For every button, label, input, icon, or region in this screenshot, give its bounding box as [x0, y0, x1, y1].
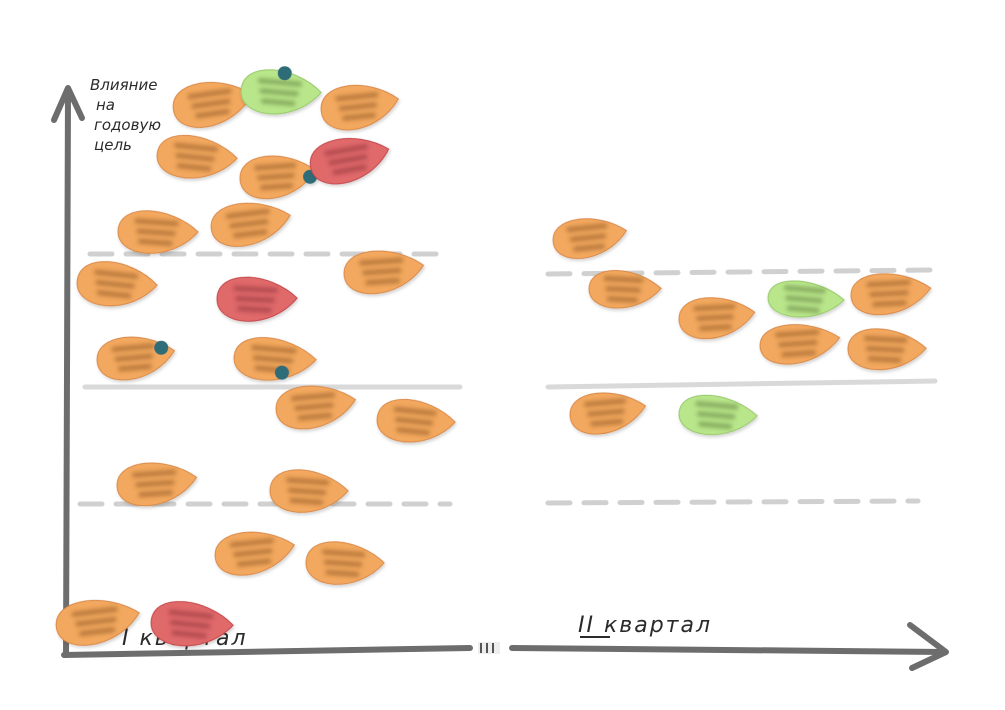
blurred-text: [174, 142, 219, 172]
sticky-note: [76, 261, 158, 307]
blurred-text: [187, 88, 232, 119]
sticky-note: [759, 324, 841, 365]
blurred-text: [168, 609, 214, 639]
blurred-text: [603, 275, 644, 303]
blurred-text: [132, 469, 177, 498]
sticky-note: [117, 210, 199, 254]
blurred-text: [584, 398, 626, 427]
sticky-note: [233, 337, 317, 381]
blurred-text: [291, 392, 336, 421]
sticky-note: [210, 202, 291, 247]
sticky-note: [240, 66, 322, 115]
axes: [51, 85, 949, 671]
sticky-note: [767, 280, 845, 318]
sticky-note: [55, 599, 140, 646]
sticky-notes: [55, 66, 932, 647]
sticky-note: [269, 469, 349, 513]
blurred-text: [359, 257, 404, 286]
sticky-note: [214, 531, 296, 576]
pin-marker: [277, 66, 292, 81]
sticky-note: [150, 601, 234, 647]
blurred-text: [233, 285, 278, 313]
divider-bottom-right: [545, 498, 921, 506]
y-axis-title: Влияние на годовую цель: [90, 76, 161, 154]
sticky-note: [552, 218, 628, 259]
sticky-note: [376, 398, 456, 443]
x-axis-line-right: [509, 645, 948, 655]
blurred-text: [393, 406, 437, 436]
blurred-text: [254, 162, 297, 191]
blurred-text: [335, 92, 379, 121]
sticky-note: [343, 250, 425, 295]
y-axis-title-line-1: Влияние: [90, 76, 157, 94]
blurred-text: [286, 477, 330, 505]
blurred-text: [784, 285, 826, 314]
blurred-text: [324, 144, 368, 175]
y-axis-arrowhead: [51, 85, 85, 123]
sticky-note: [216, 276, 298, 322]
sticky-note: [275, 385, 357, 430]
blurred-text: [229, 538, 274, 567]
blurred-text: [257, 78, 302, 107]
sticky-note: [847, 328, 927, 371]
blurred-text: [566, 223, 608, 252]
sticky-note: [588, 270, 662, 309]
y-axis-line: [63, 89, 71, 658]
blurred-text: [866, 280, 911, 307]
blurred-text: [71, 606, 118, 637]
blurred-text: [134, 218, 179, 246]
axis-gap-marker: [478, 642, 500, 654]
blurred-text: [251, 345, 297, 374]
y-axis-title-line-4: цель: [94, 136, 132, 154]
y-axis-title-line-3: годовую: [94, 116, 161, 134]
blurred-text: [225, 208, 270, 239]
blurred-text: [775, 329, 820, 358]
blurred-text: [111, 343, 155, 372]
blurred-text: [693, 304, 736, 331]
sticky-note: [96, 336, 176, 381]
blurred-text: [864, 335, 908, 363]
divider-middle-right: [545, 378, 938, 390]
sticky-note: [116, 462, 198, 507]
x-axis-line-left: [61, 645, 473, 658]
sticky-note: [569, 392, 647, 435]
sticky-note: [310, 138, 390, 185]
sticky-note: [172, 82, 253, 128]
sticky-note: [678, 394, 758, 436]
blurred-text: [695, 401, 739, 430]
y-axis-title-line-2: на: [96, 96, 115, 114]
blurred-text: [94, 269, 139, 299]
blurred-text: [322, 549, 366, 577]
divider-top-right: [545, 267, 938, 277]
pin-marker: [274, 365, 289, 380]
sticky-note: [305, 541, 385, 585]
sticky-note: [239, 155, 318, 200]
pin-marker: [154, 340, 169, 355]
quarter-2-label: II квартал: [578, 613, 712, 638]
sticky-note: [320, 85, 400, 131]
sticky-note: [850, 273, 932, 316]
sticky-note: [678, 297, 756, 340]
sticky-note: [156, 134, 238, 179]
x-axis-arrowhead: [907, 622, 949, 671]
